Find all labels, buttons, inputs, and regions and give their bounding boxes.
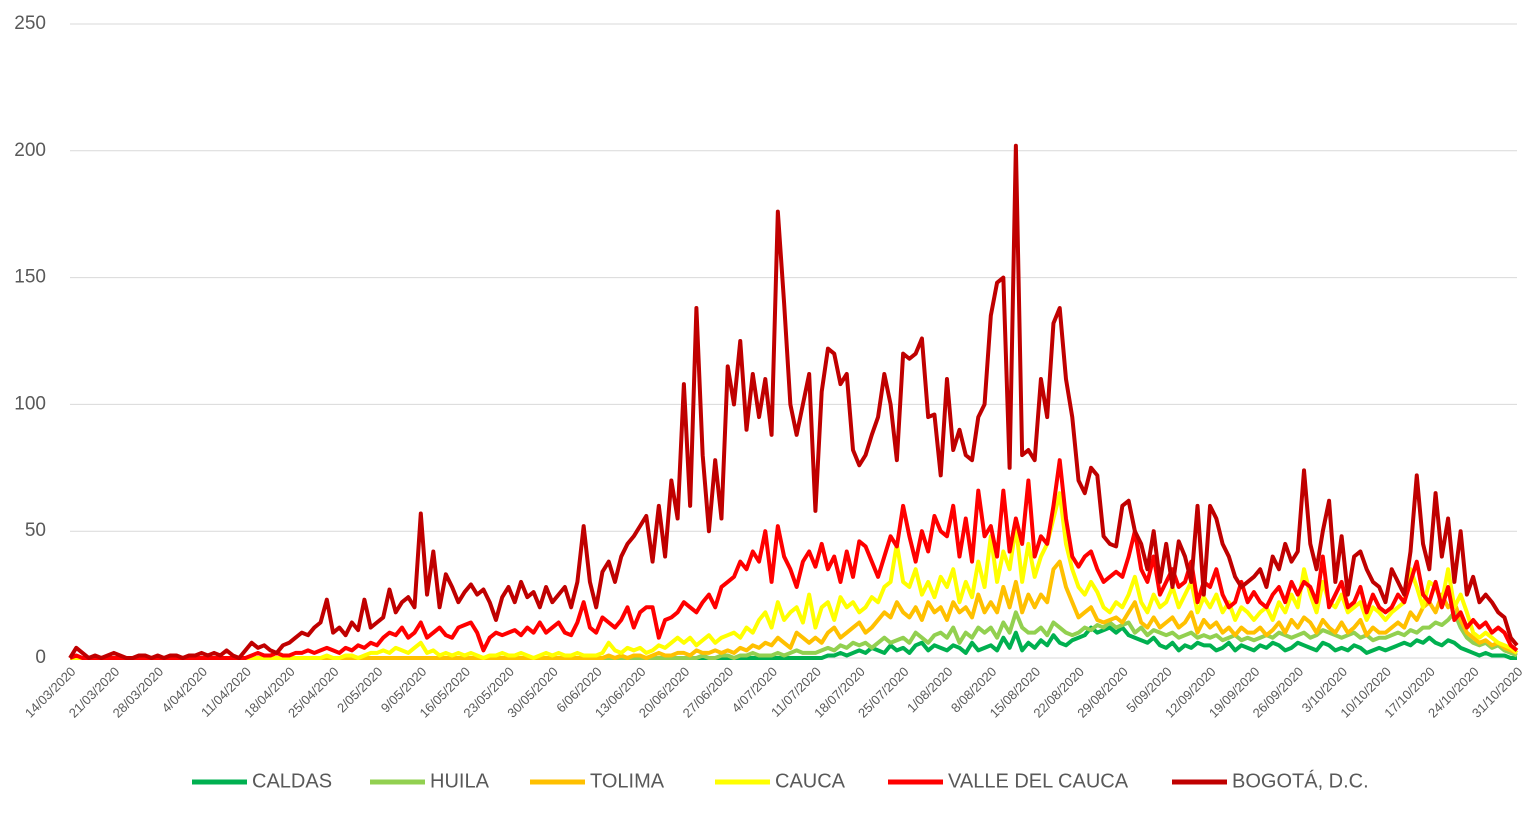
y-tick-label: 150 xyxy=(14,267,46,288)
legend-label: TOLIMA xyxy=(590,770,665,792)
y-tick-label: 200 xyxy=(14,140,46,161)
y-tick-label: 50 xyxy=(25,520,46,541)
legend-label: BOGOTÁ, D.C. xyxy=(1232,769,1369,792)
legend-label: CALDAS xyxy=(252,770,332,792)
x-tick-label: 2/05/2020 xyxy=(334,664,386,716)
series-line xyxy=(70,491,1519,660)
x-tick-label: 1/08/2020 xyxy=(904,664,956,716)
y-tick-label: 100 xyxy=(14,393,46,414)
legend-label: CAUCA xyxy=(775,770,846,792)
series-line xyxy=(69,458,1519,660)
legend-label: VALLE DEL CAUCA xyxy=(948,770,1129,792)
legend-label: HUILA xyxy=(430,770,490,792)
y-tick-label: 250 xyxy=(14,13,46,34)
y-tick-label: 0 xyxy=(35,647,46,668)
series-line xyxy=(68,143,1519,660)
